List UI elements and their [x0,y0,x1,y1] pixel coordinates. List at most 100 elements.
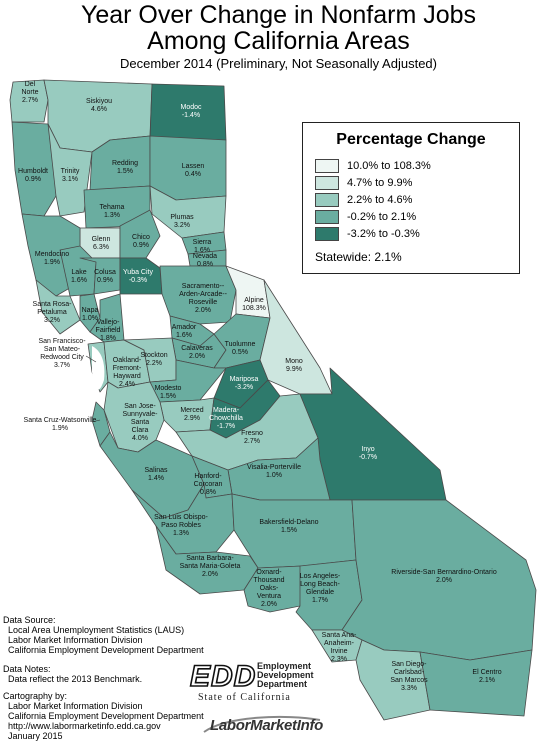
region-label-napa: Napa 1.0% [82,307,99,322]
region-label-oxnard: Oxnard-Thousand Oaks-Ventura 2.0% [253,569,284,608]
leader-line [91,419,101,423]
region-label-amador: Amador 1.6% [172,324,197,339]
region-label-trinity: Trinity 3.1% [61,168,80,183]
region-label-calaveras: Calaveras 2.0% [181,345,213,360]
cartography-line: Labor Market Information Division [8,701,143,711]
edd-logo-word: Department [257,679,308,689]
region-label-hanford: Hanford-Corcoran 0.8% [194,473,223,496]
region-label-alpine: Alpine 108.3% [242,297,266,312]
cartography-heading: Cartography by: [3,691,68,701]
statewide-value: Statewide: 2.1% [315,250,402,264]
region-label-siskiyou: Siskiyou 4.6% [86,98,112,113]
region-label-santa-ana: Santa Ana-Anaheim-Irvine 2.3% [322,632,357,663]
region-label-mariposa: Mariposa -3.2% [230,376,259,391]
region-san-jose[interactable] [103,381,165,453]
legend-title: Percentage Change [336,131,486,148]
data-source-line: Local Area Unemployment Statistics (LAUS… [8,625,185,635]
edd-logo-letters: EDD [189,659,257,694]
region-label-visalia: Visalia-Porterville 1.0% [247,464,301,479]
region-label-santa-cruz: Santa Cruz-Watsonville 1.9% [24,417,97,432]
region-label-san-diego: San Diego-Carlsbad-San Marcos 3.3% [390,661,428,692]
region-label-salinas: Salinas 1.4% [145,467,168,482]
region-label-lake: Lake 1.6% [71,269,87,284]
region-label-colusa: Colusa 0.9% [94,269,116,284]
region-label-tuolumne: Tuolumne 0.5% [225,341,256,356]
region-label-bakersfield: Bakersfield-Delano 1.5% [259,519,318,534]
region-label-modoc: Modoc -1.4% [180,104,202,119]
data-source-block: Data Source: Local Area Unemployment Sta… [3,615,204,655]
region-label-vallejo: Vallejo-Fairfield 1.8% [96,319,121,342]
map-title-line-1: Year Over Change in Nonfarm Jobs [80,1,477,29]
region-label-plumas: Plumas 3.2% [170,214,194,229]
legend-item: 4.7% to 9.9% [315,176,413,191]
legend-swatch [315,227,339,242]
data-notes-block: Data Notes: Data reflect the 2013 Benchm… [3,664,142,684]
legend-label: 10.0% to 108.3% [347,160,431,172]
legend-label: -3.2% to -0.3% [347,228,420,240]
legend-item: 10.0% to 108.3% [315,159,431,174]
region-label-oakland: Oakland-Fremont-Hayward 2.4% [113,357,142,388]
edd-logo-word: Development [257,670,314,680]
region-colusa[interactable] [79,257,121,295]
region-label-fresno: Fresno 2.7% [241,430,263,445]
leader-line [85,355,97,363]
region-label-sierra: Sierra 1.6% [193,239,212,254]
bay-water [92,346,105,390]
region-label-tehama: Tehama 1.3% [100,204,125,219]
region-trinity[interactable] [47,123,93,217]
data-source-line: Labor Market Information Division [8,635,143,645]
data-source-heading: Data Source: [3,615,56,625]
map-title-line-2: Among California Areas [147,27,410,55]
region-label-modesto: Modesto 1.5% [155,385,182,400]
region-label-inyo: Inyo -0.7% [359,446,377,461]
cartography-date: January 2015 [8,731,63,741]
legend-swatch [315,159,339,174]
labor-market-info-logo: LaborMarketInfo [210,717,324,734]
region-label-riverside: Riverside-San Bernardino-Ontario 2.0% [391,569,497,584]
region-label-yuba-city: Yuba City -0.3% [123,269,153,284]
cartography-line: California Employment Development Depart… [8,711,204,721]
region-label-chico: Chico 0.9% [132,234,150,249]
region-label-santa-barbara: Santa Barbara-Santa Maria-Goleta 2.0% [180,555,241,578]
legend-swatch [315,210,339,225]
legend-label: 2.2% to 4.6% [347,194,413,206]
edd-logo-word: Employment [257,661,312,671]
region-label-mendocino: Mendocino 1.9% [35,251,69,266]
map-subtitle: December 2014 (Preliminary, Not Seasonal… [120,56,437,71]
region-label-merced: Merced 2.9% [180,407,203,422]
region-label-sf: San Francisco-San Mateo-Redwood City 3.7% [38,338,86,369]
region-label-stockton: Stockton 2.2% [140,352,167,367]
region-label-mono: Mono 9.9% [285,358,303,373]
region-label-humboldt: Humboldt 0.9% [18,168,48,183]
cartography-block: Cartography by: Labor Market Information… [3,691,204,741]
edd-logo: EDD Employment Development Department St… [189,659,320,710]
region-chico[interactable] [119,209,161,259]
data-source-line: California Employment Development Depart… [8,645,204,655]
legend-item: 2.2% to 4.6% [315,193,413,208]
legend-item: -0.2% to 2.1% [315,210,416,225]
region-label-la: Los Angeles-Long Beach-Glendale 1.7% [300,573,341,604]
region-el-centro[interactable] [419,649,533,717]
region-label-redding: Redding 1.5% [112,160,138,175]
region-san-diego[interactable] [355,639,431,721]
region-label-nevada: Nevada 0.8% [193,253,217,268]
edd-logo-words: Employment Development Department [257,662,314,689]
region-label-san-jose: San Jose-Sunnyvale-Santa Clara 4.0% [122,403,158,442]
region-label-slo: San Luis Obispo-Paso Robles 1.3% [154,514,208,537]
region-yuba-city[interactable] [119,257,163,295]
region-mono[interactable] [259,279,333,395]
legend-item: -3.2% to -0.3% [315,227,420,242]
region-label-sacramento: Sacramento--Arden-Arcade--Roseville 2.0% [179,283,228,314]
legend-swatch [315,176,339,191]
legend-label: 4.7% to 9.9% [347,177,413,189]
data-notes-line: Data reflect the 2013 Benchmark. [8,674,143,684]
region-layer [9,79,537,721]
legend: Percentage Change 10.0% to 108.3% 4.7% t… [302,122,520,274]
swoosh-icon [203,715,321,733]
label-layer: Del Norte 2.7% Siskiyou 4.6% Modoc -1.4% Humbol… [18,81,502,692]
region-label-glenn: Glenn 6.3% [92,236,111,251]
cartography-url: http://www.labormarketinfo.edd.ca.gov [8,721,161,731]
region-label-el-centro: El Centro 2.1% [472,669,501,684]
region-label-lassen: Lassen 0.4% [182,163,205,178]
